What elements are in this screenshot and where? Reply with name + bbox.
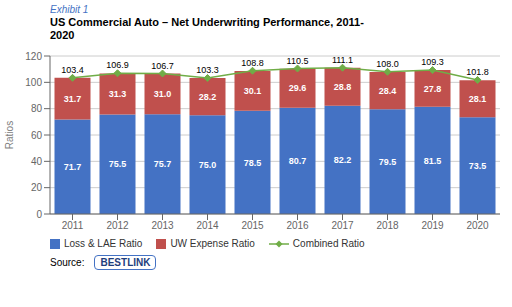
svg-text:73.5: 73.5	[469, 161, 487, 171]
svg-text:28.4: 28.4	[379, 86, 397, 96]
svg-text:109.3: 109.3	[421, 57, 444, 67]
html-text:US Commercial Auto – Net Under: US Commercial Auto – Net Underwriting Pe…	[50, 16, 364, 28]
svg-text:2020: 2020	[466, 220, 489, 231]
html-text:2020: 2020	[50, 29, 75, 41]
svg-text:120: 120	[25, 51, 42, 62]
svg-text:60: 60	[31, 130, 43, 141]
svg-text:81.5: 81.5	[424, 156, 442, 166]
svg-text:31.0: 31.0	[154, 89, 172, 99]
svg-text:0: 0	[36, 209, 42, 220]
svg-text:29.6: 29.6	[289, 83, 307, 93]
svg-text:71.7: 71.7	[64, 162, 82, 172]
svg-text:80.7: 80.7	[289, 156, 307, 166]
svg-text:108.0: 108.0	[376, 59, 399, 69]
svg-text:111.1: 111.1	[332, 55, 353, 65]
svg-text:80: 80	[31, 103, 43, 114]
svg-text:2011: 2011	[62, 220, 84, 231]
svg-text:100: 100	[25, 77, 42, 88]
html-text:Exhibit 1: Exhibit 1	[50, 4, 89, 15]
svg-text:106.7: 106.7	[151, 61, 174, 71]
svg-text:27.8: 27.8	[424, 84, 442, 94]
svg-text:28.1: 28.1	[469, 94, 487, 104]
svg-text:2017: 2017	[331, 220, 354, 231]
html-text:BESTLINK: BESTLINK	[100, 257, 151, 268]
svg-text:78.5: 78.5	[244, 158, 262, 168]
svg-text:20: 20	[31, 182, 43, 193]
html-text:Combined Ratio: Combined Ratio	[292, 238, 365, 249]
svg-text:108.8: 108.8	[241, 58, 264, 68]
svg-text:79.5: 79.5	[379, 157, 397, 167]
svg-text:2012: 2012	[106, 220, 129, 231]
svg-text:2015: 2015	[241, 220, 264, 231]
svg-text:75.0: 75.0	[199, 160, 217, 170]
svg-text:31.3: 31.3	[109, 89, 127, 99]
html-text:Source:: Source:	[50, 257, 85, 268]
svg-text:75.5: 75.5	[109, 159, 127, 169]
svg-text:2019: 2019	[421, 220, 444, 231]
svg-text:Ratios: Ratios	[4, 121, 15, 149]
svg-text:2016: 2016	[286, 220, 309, 231]
svg-text:2018: 2018	[376, 220, 399, 231]
svg-text:82.2: 82.2	[334, 155, 352, 165]
svg-text:28.8: 28.8	[334, 82, 352, 92]
html-text:Loss & LAE Ratio: Loss & LAE Ratio	[64, 238, 143, 249]
svg-text:101.8: 101.8	[466, 67, 489, 77]
svg-text:110.5: 110.5	[287, 56, 309, 66]
svg-text:2013: 2013	[151, 220, 174, 231]
svg-text:2014: 2014	[196, 220, 219, 231]
svg-text:40: 40	[31, 156, 43, 167]
html-text:UW Expense Ratio: UW Expense Ratio	[170, 238, 255, 249]
svg-text:106.9: 106.9	[106, 60, 129, 70]
svg-text:28.2: 28.2	[199, 92, 217, 102]
svg-text:103.4: 103.4	[61, 65, 84, 75]
svg-text:103.3: 103.3	[196, 65, 219, 75]
svg-text:30.1: 30.1	[244, 86, 262, 96]
svg-text:31.7: 31.7	[64, 94, 82, 104]
svg-text:75.7: 75.7	[154, 159, 172, 169]
